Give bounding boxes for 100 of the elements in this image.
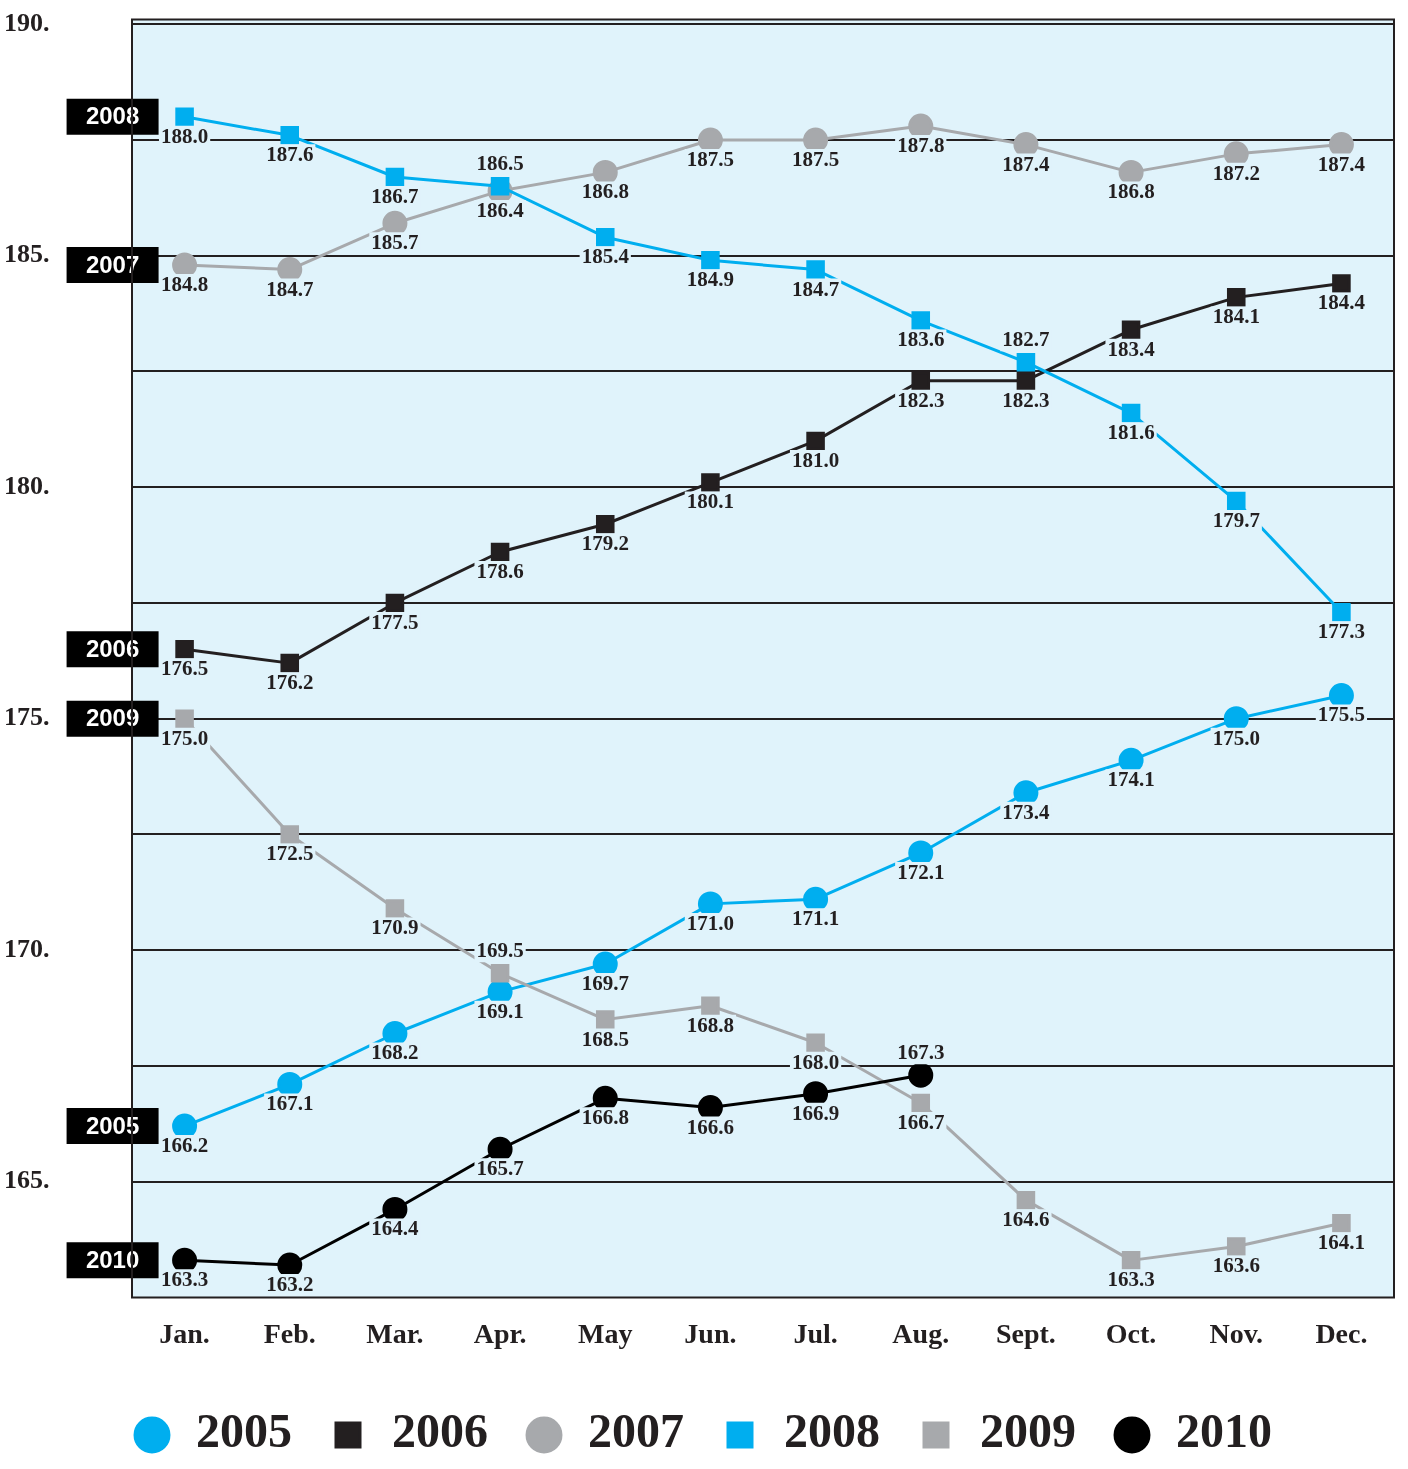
x-tick-label: May xyxy=(578,1318,633,1350)
point xyxy=(280,126,300,145)
data-label: 181.6 xyxy=(1107,420,1155,445)
data-label: 165.7 xyxy=(476,1156,524,1181)
point xyxy=(385,167,405,187)
point xyxy=(806,431,825,451)
legend-label: 2010 xyxy=(1176,1404,1272,1458)
data-label: 163.6 xyxy=(1212,1253,1260,1278)
legend-label: 2008 xyxy=(784,1404,880,1458)
data-label: 172.1 xyxy=(897,859,945,884)
data-label: 171.1 xyxy=(791,906,840,931)
data-label: 174.1 xyxy=(1107,767,1155,792)
point xyxy=(1332,602,1351,622)
point xyxy=(595,514,615,534)
data-label: 188.0 xyxy=(160,123,209,148)
x-tick-label: Feb. xyxy=(263,1318,316,1350)
data-label: 184.7 xyxy=(266,276,314,301)
data-label: 183.4 xyxy=(1107,336,1156,361)
y-tick-label: 190. xyxy=(4,7,50,37)
data-label: 168.0 xyxy=(791,1049,840,1074)
data-label: 182.7 xyxy=(1002,327,1050,352)
data-label: 163.3 xyxy=(160,1267,209,1292)
data-label: 167.1 xyxy=(266,1091,314,1116)
data-label: 182.3 xyxy=(1002,387,1050,412)
data-label: 187.4 xyxy=(1002,151,1051,176)
data-label: 181.0 xyxy=(791,447,840,472)
legend-label: 2006 xyxy=(392,1404,488,1458)
data-label: 186.8 xyxy=(581,179,629,204)
data-label: 168.2 xyxy=(371,1040,419,1065)
data-label: 163.3 xyxy=(1107,1267,1155,1292)
point xyxy=(1016,371,1036,390)
data-label: 187.5 xyxy=(686,146,735,171)
point xyxy=(175,639,194,659)
point xyxy=(1226,491,1246,511)
point xyxy=(806,260,825,279)
point xyxy=(911,311,931,330)
data-label: 176.2 xyxy=(266,670,314,695)
data-label: 187.4 xyxy=(1317,151,1366,176)
data-label: 168.8 xyxy=(686,1012,735,1037)
y-tick-label: 170. xyxy=(4,933,50,963)
point xyxy=(1332,274,1351,293)
point xyxy=(1226,1237,1246,1256)
point xyxy=(385,593,405,613)
legend-label: 2009 xyxy=(980,1404,1076,1458)
point xyxy=(1121,403,1141,423)
data-label: 175.0 xyxy=(160,725,209,750)
point xyxy=(490,964,510,983)
point xyxy=(1226,288,1246,307)
legend-label: 2007 xyxy=(588,1404,684,1458)
point xyxy=(911,371,931,390)
data-label: 164.6 xyxy=(1002,1207,1050,1232)
data-label: 185.4 xyxy=(581,244,630,269)
data-label: 164.4 xyxy=(371,1216,420,1241)
data-label: 186.5 xyxy=(476,151,524,176)
data-label: 186.7 xyxy=(371,183,419,208)
data-label: 168.5 xyxy=(581,1026,629,1051)
data-label: 184.4 xyxy=(1317,290,1366,315)
data-label: 169.7 xyxy=(581,970,629,995)
point xyxy=(490,542,510,562)
point xyxy=(595,1010,615,1029)
point xyxy=(908,1062,934,1088)
data-label: 166.7 xyxy=(897,1109,945,1134)
x-tick-label: Jul. xyxy=(793,1318,838,1350)
data-label: 170.9 xyxy=(371,915,419,940)
legend-label: 2005 xyxy=(196,1404,292,1458)
data-label: 184.9 xyxy=(686,267,735,292)
text: 2006 xyxy=(85,634,140,662)
data-label: 185.7 xyxy=(371,230,419,255)
data-label: 166.2 xyxy=(160,1133,209,1158)
point xyxy=(1121,320,1141,340)
text: 2009 xyxy=(85,704,140,732)
x-tick-label: Apr. xyxy=(473,1318,527,1350)
data-label: 164.1 xyxy=(1317,1230,1366,1255)
point xyxy=(490,176,510,196)
data-label: 187.6 xyxy=(266,142,314,167)
data-label: 172.5 xyxy=(266,841,314,866)
point xyxy=(1121,1251,1141,1270)
x-tick-label: Mar. xyxy=(366,1318,424,1350)
data-label: 171.0 xyxy=(686,910,735,935)
x-tick-label: Jun. xyxy=(684,1318,737,1350)
point xyxy=(175,709,194,728)
text: 2010 xyxy=(85,1245,140,1273)
point xyxy=(385,899,405,918)
x-tick-label: Oct. xyxy=(1105,1318,1157,1350)
data-label: 184.1 xyxy=(1212,304,1260,329)
x-tick-label: Dec. xyxy=(1315,1318,1368,1350)
data-label: 175.0 xyxy=(1212,725,1260,750)
y-tick-label: 175. xyxy=(4,702,50,732)
data-label: 187.8 xyxy=(897,133,945,158)
x-tick-label: Sept. xyxy=(995,1318,1056,1350)
point xyxy=(806,1033,825,1053)
y-tick-label: 180. xyxy=(4,470,50,500)
point xyxy=(701,251,720,270)
data-label: 183.6 xyxy=(897,327,945,352)
y-tick-label: 165. xyxy=(4,1165,50,1195)
data-label: 182.3 xyxy=(897,387,945,412)
data-label: 173.4 xyxy=(1002,799,1051,824)
text: 2008 xyxy=(85,102,140,130)
data-label: 175.5 xyxy=(1317,702,1366,727)
point xyxy=(701,473,720,492)
